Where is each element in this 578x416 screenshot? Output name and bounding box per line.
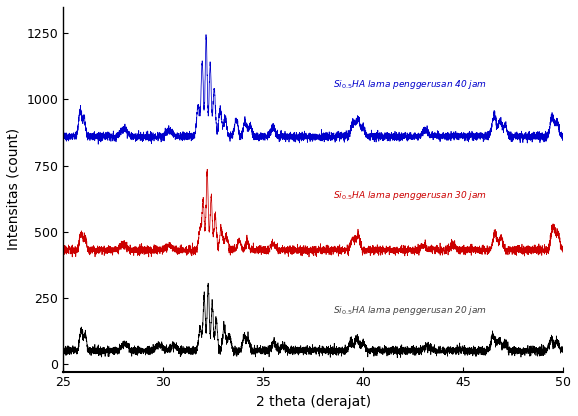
- Y-axis label: Intensitas (count): Intensitas (count): [7, 128, 21, 250]
- Text: Si$_{0.5}$HA lama penggerusan 30 jam: Si$_{0.5}$HA lama penggerusan 30 jam: [333, 189, 487, 203]
- X-axis label: 2 theta (derajat): 2 theta (derajat): [255, 395, 370, 409]
- Text: Si$_{0.5}$HA lama penggerusan 20 jam: Si$_{0.5}$HA lama penggerusan 20 jam: [333, 305, 487, 317]
- Text: Si$_{0.5}$HA lama penggerusan 40 jam: Si$_{0.5}$HA lama penggerusan 40 jam: [333, 78, 487, 92]
